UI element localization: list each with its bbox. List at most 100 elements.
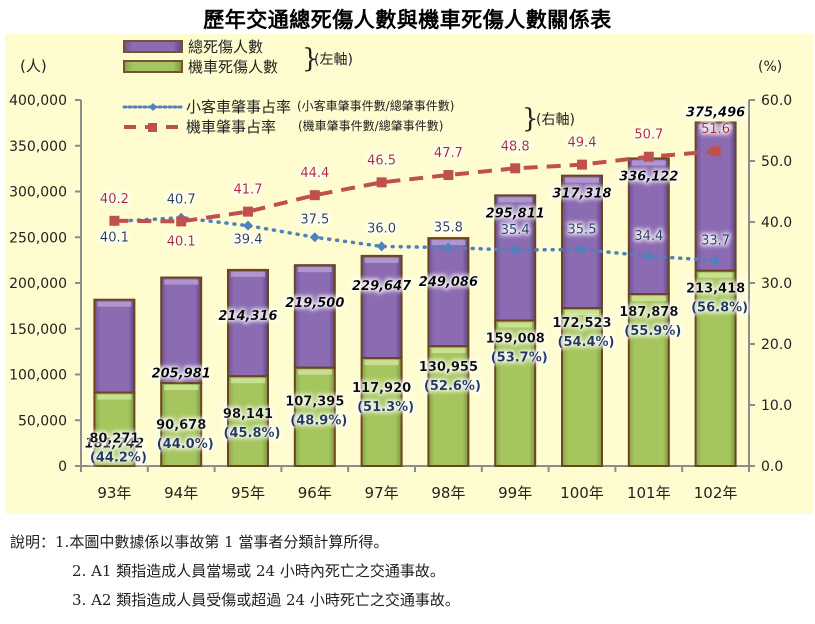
data-label-motorcycle-pct: (56.8%) (691, 301, 748, 316)
data-label-total: 219,500 (285, 296, 344, 311)
point-car-share[interactable] (309, 232, 320, 243)
data-label-car-share: 36.0 (367, 221, 396, 236)
point-car-share[interactable] (376, 241, 387, 252)
bar-total[interactable] (360, 254, 403, 360)
bar-motorcycle[interactable] (160, 382, 203, 467)
data-label-total: 317,318 (552, 187, 611, 202)
legend-marker-car-share (149, 103, 157, 111)
data-label-motorcycle: 98,141 (223, 407, 273, 422)
right-axis-tick-label: 60.0 (761, 93, 792, 109)
notes: 說明：1.本圖中數據係以事故第 1 當事者分類計算所得。 2. A1 類指造成人… (10, 528, 460, 615)
data-label-car-share: 33.7 (701, 233, 730, 248)
bar-total-highlight (297, 267, 332, 273)
point-car-share[interactable] (710, 255, 721, 266)
bar-total[interactable] (627, 157, 670, 296)
data-label-total: 249,086 (419, 275, 478, 290)
chart: 總死傷人數 機車死傷人數 } (左軸) 小客車肇事占率 (小客車肇事件數/總肇事… (9, 38, 792, 502)
bar-motorcycle-highlight (631, 296, 666, 302)
point-car-share[interactable] (643, 251, 654, 262)
x-axis-tick-label: 101年 (627, 484, 671, 502)
bar-total[interactable] (561, 174, 603, 310)
bar-total[interactable] (93, 298, 136, 394)
legend-swatch-motorcycle (123, 60, 183, 73)
data-label-motorcycle: 213,418 (686, 282, 745, 297)
legend-marker-moto-share (148, 123, 157, 132)
data-label-motorcycle-pct: (44.0%) (157, 437, 214, 452)
data-label-total: 295,811 (486, 206, 545, 221)
bar-motorcycle[interactable] (494, 319, 537, 468)
data-label-motorcycle: 107,395 (285, 395, 344, 410)
bar-total-highlight (97, 301, 132, 307)
bar-motorcycle[interactable] (93, 391, 136, 467)
bar-motorcycle[interactable] (360, 357, 403, 468)
point-moto-share[interactable] (376, 177, 387, 188)
bar-motorcycle[interactable] (427, 345, 470, 467)
data-label-car-share: 35.5 (568, 222, 597, 237)
data-label-moto-share: 44.4 (300, 166, 329, 181)
bar-motorcycle[interactable] (227, 375, 269, 467)
point-moto-share[interactable] (710, 146, 721, 157)
bar-total-highlight (565, 177, 599, 183)
point-moto-share[interactable] (109, 215, 120, 226)
bar-total[interactable] (227, 268, 269, 378)
bar-motorcycle[interactable] (627, 293, 670, 468)
legend-label-car-share: 小客車肇事占率 (186, 98, 291, 116)
bar-total-highlight (698, 124, 733, 130)
point-moto-share[interactable] (443, 170, 454, 181)
data-label-total: 229,647 (352, 279, 412, 294)
point-car-share[interactable] (510, 245, 521, 256)
lines (109, 146, 721, 266)
legend-right-axis-label: (右軸) (536, 112, 575, 128)
legend-swatch-total (123, 40, 183, 53)
data-label-car-share: 34.4 (634, 229, 663, 244)
data-label-car-share: 40.1 (100, 230, 129, 245)
point-moto-share[interactable] (309, 190, 320, 201)
right-axis-tick-label: 10.0 (761, 398, 792, 414)
left-axis-tick-label: 100,000 (9, 368, 67, 384)
data-label-moto-share: 40.2 (100, 192, 129, 207)
legend-note-car-share: (小客車肇事件數/總肇事件數) (297, 98, 454, 113)
left-axis-tick-label: 350,000 (9, 139, 67, 155)
x-axis-tick-label: 95年 (231, 484, 265, 502)
bar-motorcycle[interactable] (694, 269, 737, 467)
bar-motorcycle[interactable] (293, 366, 336, 468)
point-moto-share[interactable] (577, 159, 587, 170)
bar-total[interactable] (694, 121, 737, 272)
data-label-total: 375,496 (686, 105, 745, 120)
line-car-share (112, 215, 718, 263)
data-label-motorcycle-pct: (55.9%) (624, 324, 681, 339)
point-moto-share[interactable] (176, 216, 187, 227)
data-label-total: 336,122 (619, 169, 678, 184)
point-moto-share[interactable] (643, 151, 654, 162)
bar-motorcycle-highlight (297, 369, 332, 375)
line-moto-share (114, 149, 716, 224)
x-axis-tick-label: 96年 (298, 484, 332, 502)
notes-prefix: 說明： (10, 533, 56, 551)
data-label-motorcycle-pct: (53.7%) (491, 351, 548, 366)
x-axis-tick-label: 93年 (97, 484, 131, 502)
right-axis-tick-label: 50.0 (761, 154, 792, 170)
data-label-motorcycle: 187,878 (619, 305, 678, 320)
point-moto-share[interactable] (243, 206, 253, 217)
point-moto-share[interactable] (510, 163, 521, 174)
bar-motorcycle-highlight (498, 322, 533, 328)
data-labels: 181,742 205,981 214,316 219,500 229,647 249,0… (85, 105, 748, 465)
left-axis-tick-label: 300,000 (9, 185, 67, 201)
note-line-1: 說明：1.本圖中數據係以事故第 1 當事者分類計算所得。 (10, 533, 389, 551)
left-axis-tick-label: 150,000 (9, 322, 67, 338)
data-label-moto-share: 51.6 (701, 122, 730, 137)
legend-brace-left: } (302, 44, 319, 74)
legend-left-axis-label: (左軸) (314, 52, 353, 68)
point-car-share[interactable] (577, 244, 587, 255)
bar-motorcycle-highlight (164, 385, 199, 391)
bar-total[interactable] (427, 237, 470, 348)
bar-total-highlight (164, 279, 199, 285)
bar-total-highlight (364, 257, 399, 263)
bar-total[interactable] (293, 264, 336, 369)
left-axis-tick-label: 50,000 (18, 413, 67, 429)
point-car-share[interactable] (243, 220, 253, 231)
bar-total[interactable] (160, 276, 203, 385)
point-car-share[interactable] (443, 242, 454, 253)
data-label-moto-share: 47.7 (434, 146, 463, 161)
bar-motorcycle[interactable] (561, 307, 603, 467)
